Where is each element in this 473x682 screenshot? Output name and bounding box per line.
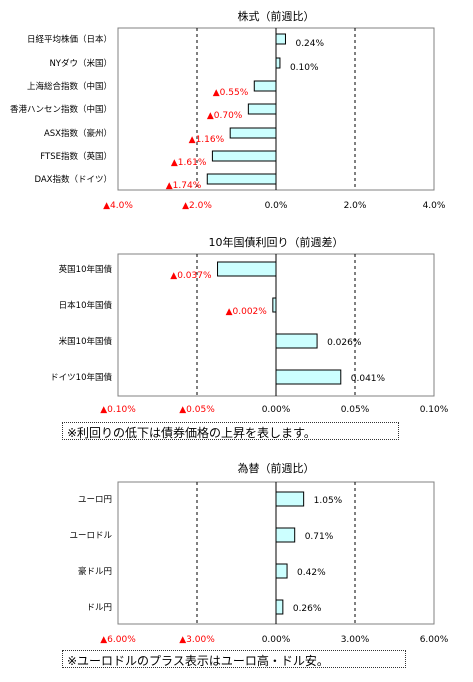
value-label: ▲0.002% bbox=[226, 307, 268, 317]
tick-label: 6.00% bbox=[420, 635, 449, 645]
tick-label: ▲0.10% bbox=[100, 405, 136, 415]
category-label: ASX指数（豪州） bbox=[44, 128, 112, 139]
value-label: ▲0.037% bbox=[170, 271, 212, 281]
bar bbox=[275, 599, 284, 615]
tick-label: 4.0% bbox=[423, 201, 446, 211]
bar bbox=[217, 261, 277, 277]
category-label: 日経平均株価（日本） bbox=[27, 34, 112, 45]
category-label: DAX指数（ドイツ） bbox=[34, 174, 112, 185]
bar bbox=[275, 491, 305, 507]
bar bbox=[247, 103, 277, 115]
category-label: 米国10年国債 bbox=[59, 336, 113, 347]
tick-label: 0.10% bbox=[420, 405, 449, 415]
category-label: 上海総合指数（中国） bbox=[27, 81, 112, 92]
yield-note: ※利回りの低下は債券価格の上昇を表します。 bbox=[62, 422, 399, 440]
value-label: ▲0.55% bbox=[213, 88, 249, 98]
bar bbox=[229, 127, 277, 139]
bar bbox=[211, 150, 277, 162]
tick-label: 0.00% bbox=[262, 635, 291, 645]
bar bbox=[275, 527, 296, 543]
value-label: 0.026% bbox=[327, 338, 362, 348]
tick-label: ▲2.0% bbox=[182, 201, 212, 211]
value-label: ▲0.70% bbox=[207, 111, 243, 121]
value-label: 0.10% bbox=[290, 63, 319, 73]
category-label: 日本10年国債 bbox=[59, 300, 113, 311]
value-label: ▲1.74% bbox=[166, 181, 202, 191]
tick-label: 0.00% bbox=[262, 405, 291, 415]
category-label: ユーロドル bbox=[69, 531, 112, 541]
category-label: ドイツ10年国債 bbox=[50, 372, 112, 383]
category-label: ドル円 bbox=[86, 603, 112, 613]
category-label: 香港ハンセン指数（中国） bbox=[10, 104, 112, 115]
bar bbox=[206, 173, 277, 185]
tick-label: ▲4.0% bbox=[103, 201, 133, 211]
value-label: 0.71% bbox=[305, 532, 334, 542]
tick-label: 3.00% bbox=[341, 635, 370, 645]
fx-note: ※ユーロドルのプラス表示はユーロ高・ドル安。 bbox=[62, 650, 406, 668]
category-label: NYダウ（米国） bbox=[49, 58, 112, 69]
tick-label: 2.0% bbox=[344, 201, 367, 211]
chart-title: 10年国債利回り（前週差） bbox=[209, 235, 344, 249]
value-label: 1.05% bbox=[314, 496, 343, 506]
category-label: 英国10年国債 bbox=[59, 264, 113, 275]
value-label: 0.42% bbox=[297, 568, 326, 578]
value-label: ▲1.61% bbox=[171, 158, 207, 168]
tick-label: 0.05% bbox=[341, 405, 370, 415]
bar bbox=[275, 33, 286, 45]
bar bbox=[275, 369, 342, 385]
category-label: 豪ドル円 bbox=[78, 566, 112, 577]
value-label: 0.26% bbox=[293, 604, 322, 614]
value-label: 0.041% bbox=[351, 374, 386, 384]
tick-label: 0.0% bbox=[265, 201, 288, 211]
bar bbox=[272, 297, 277, 313]
category-label: ユーロ円 bbox=[78, 495, 112, 505]
tick-label: ▲3.00% bbox=[179, 635, 215, 645]
bar bbox=[275, 333, 318, 349]
category-label: FTSE指数（英国） bbox=[40, 151, 112, 162]
bar bbox=[275, 563, 288, 579]
bar bbox=[275, 57, 281, 69]
chart-title: 株式（前週比） bbox=[238, 9, 315, 23]
value-label: 0.24% bbox=[295, 39, 324, 49]
value-label: ▲1.16% bbox=[189, 135, 225, 145]
bar bbox=[253, 80, 277, 92]
tick-label: ▲0.05% bbox=[179, 405, 215, 415]
tick-label: ▲6.00% bbox=[100, 635, 136, 645]
chart-title: 為替（前週比） bbox=[238, 461, 315, 475]
